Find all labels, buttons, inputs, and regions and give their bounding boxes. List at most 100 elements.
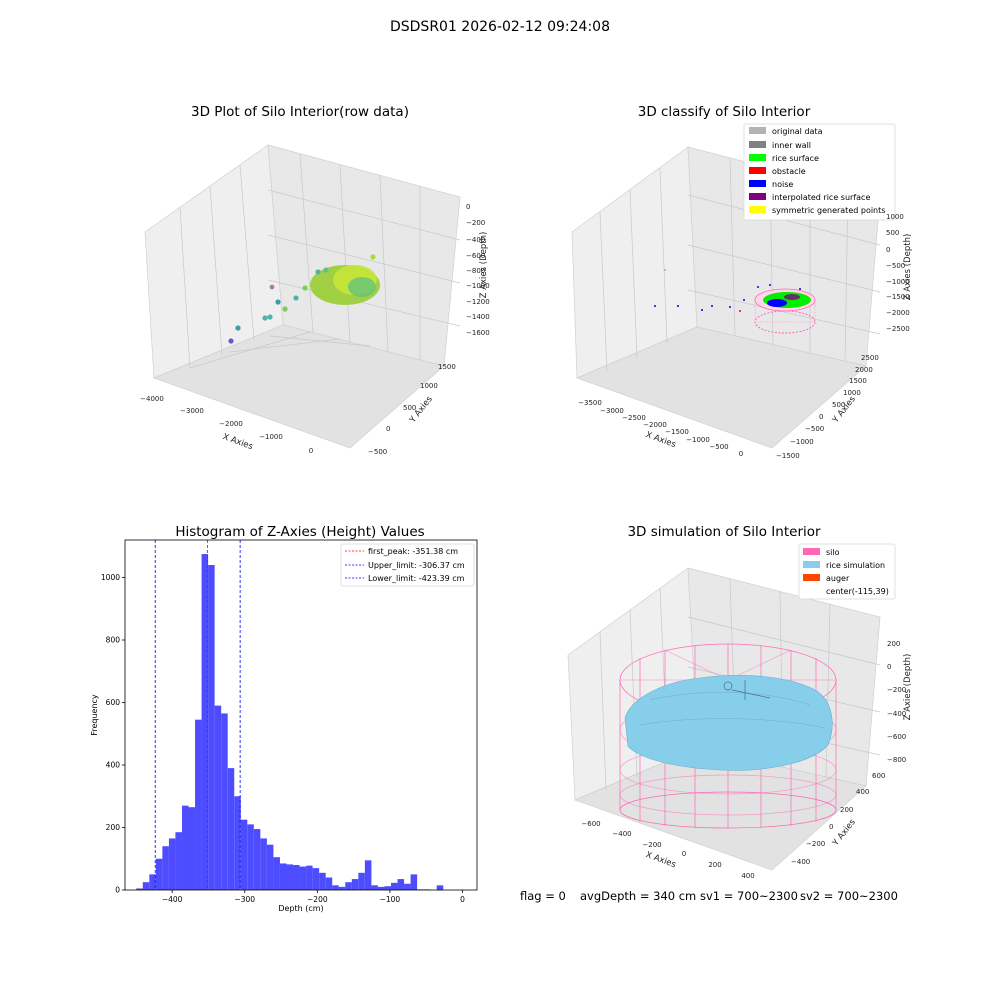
- raw-ztick: −1400: [466, 313, 490, 321]
- legend-swatch-obstacle: [749, 167, 766, 174]
- hist-bar: [397, 879, 405, 890]
- hist-bar: [299, 866, 307, 890]
- legend-upper-limit: Upper_limit: -306.37 cm: [368, 561, 465, 570]
- cls-ytick: 1500: [849, 377, 867, 385]
- legend-original-data: original data: [772, 127, 823, 136]
- hist-legend: first_peak: -351.38 cm Upper_limit: -306…: [340, 543, 475, 587]
- raw-xtick: 0: [309, 447, 313, 455]
- cls-ztick: 0: [886, 246, 890, 254]
- cls-ytick: 500: [832, 401, 845, 409]
- raw-xtick: −2000: [219, 420, 243, 428]
- legend-symmetric-generated-points: symmetric generated points: [772, 206, 885, 215]
- panel-histogram: Histogram of Z-Axies (Height) Values −40…: [90, 524, 478, 913]
- hist-bar: [260, 838, 267, 890]
- legend-silo: silo: [826, 548, 840, 557]
- raw-ztick: −400: [466, 236, 485, 244]
- sim-ytick: 600: [872, 772, 885, 780]
- sim-ztick: −200: [887, 686, 906, 694]
- hist-bar: [410, 874, 418, 890]
- legend-first-peak: first_peak: -351.38 cm: [368, 547, 458, 556]
- raw-xtick: −3000: [180, 407, 204, 415]
- sim-ztick: −600: [887, 733, 906, 741]
- sim-ztick: −400: [887, 710, 906, 718]
- sim-xlabel: X Axies: [644, 850, 677, 870]
- raw-point-cloud: [228, 254, 380, 344]
- hist-bar: [364, 860, 372, 890]
- sim-xtick: −200: [642, 841, 661, 849]
- raw-zlabel: Z Axies (Depth): [479, 232, 489, 299]
- sim-xtick: 400: [741, 872, 754, 880]
- hist-axes-frame: [124, 539, 478, 891]
- panel-raw-3d: 3D Plot of Silo Interior(row data): [140, 104, 490, 456]
- hist-ytick-label: 200: [106, 823, 121, 832]
- raw-ztick: −1600: [466, 329, 490, 337]
- hist-bar: [162, 846, 169, 890]
- cls-ytick: 2500: [861, 354, 879, 362]
- legend-swatch-inner-wall: [749, 141, 766, 148]
- raw-ztick: −200: [466, 219, 485, 227]
- sim-ytick: −400: [791, 858, 810, 866]
- hist-bar: [312, 868, 320, 890]
- panel-raw-title: 3D Plot of Silo Interior(row data): [191, 104, 409, 120]
- raw-ztick: −1000: [466, 282, 490, 290]
- cls-ytick: −1000: [790, 438, 814, 446]
- legend-inner-wall: inner wall: [772, 141, 811, 150]
- sim-ytick: 0: [829, 823, 833, 831]
- cls-ztick: 1000: [886, 213, 904, 221]
- raw-ytick: 500: [403, 404, 416, 412]
- hist-bar: [208, 565, 215, 890]
- sim-zlabel: Z Axies (Depth): [903, 654, 913, 721]
- hist-bar: [279, 863, 287, 890]
- cls-xtick: −1500: [665, 428, 689, 436]
- sim-ztick: 200: [887, 640, 900, 648]
- hist-xlabel: Depth (cm): [278, 904, 323, 913]
- cls-xtick: −2000: [643, 421, 667, 429]
- axes3d-box: [144, 144, 461, 449]
- hist-vlines: [154, 540, 241, 890]
- cls-ytick: −500: [805, 425, 824, 433]
- hist-bar: [325, 877, 333, 890]
- classify-axis-labels: −3500 −3000 −2500 −2000 −1500 −1000 −500…: [578, 213, 913, 460]
- classify-point-cloud: [654, 269, 816, 334]
- cls-ytick: 1000: [843, 389, 861, 397]
- sim-xtick: −600: [581, 820, 600, 828]
- cls-xtick: −500: [709, 443, 728, 451]
- hist-bar: [240, 819, 248, 890]
- status-avgdepth: avgDepth = 340 cm: [580, 889, 696, 903]
- hist-xtick-label: −100: [380, 895, 401, 904]
- hist-bar: [142, 882, 150, 890]
- legend-swatch-symmetric: [749, 206, 766, 213]
- hist-bar: [436, 885, 444, 890]
- rice-simulation-surface: [624, 675, 833, 771]
- hist-bar: [371, 885, 378, 890]
- status-flag: flag = 0: [520, 889, 566, 903]
- sim-ztick: 0: [887, 663, 891, 671]
- hist-ytick-label: 800: [106, 636, 121, 645]
- hist-title: Histogram of Z-Axies (Height) Values: [175, 524, 424, 540]
- legend-swatch-rice-simulation: [803, 561, 820, 568]
- cls-xtick: −3000: [600, 407, 624, 415]
- hist-bar: [390, 882, 398, 890]
- hist-bar: [377, 886, 385, 890]
- legend-swatch-noise: [749, 180, 766, 187]
- hist-bar: [404, 883, 411, 890]
- raw-ztick: −1200: [466, 298, 490, 306]
- sim-ytick: −200: [806, 840, 825, 848]
- hist-bar: [253, 829, 261, 890]
- raw-ztick: −800: [466, 267, 485, 275]
- panel-classify-title: 3D classify of Silo Interior: [638, 104, 811, 120]
- cls-zlabel: Z Axies (Depth): [903, 234, 913, 301]
- hist-bar: [227, 768, 235, 890]
- legend-lower-limit: Lower_limit: -423.39 cm: [368, 574, 465, 583]
- legend-swatch-auger: [803, 574, 820, 581]
- hist-ytick-label: 600: [106, 698, 121, 707]
- cls-xtick: 0: [739, 450, 743, 458]
- cls-ytick: 2000: [855, 366, 873, 374]
- cls-xtick: −1000: [686, 436, 710, 444]
- hist-yticks: 0 200 400 600 800 1000: [101, 573, 125, 895]
- hist-bar: [188, 807, 196, 890]
- hist-ytick-label: 0: [115, 886, 120, 895]
- legend-obstacle: obstacle: [772, 167, 806, 176]
- sim-ytick: 200: [840, 806, 853, 814]
